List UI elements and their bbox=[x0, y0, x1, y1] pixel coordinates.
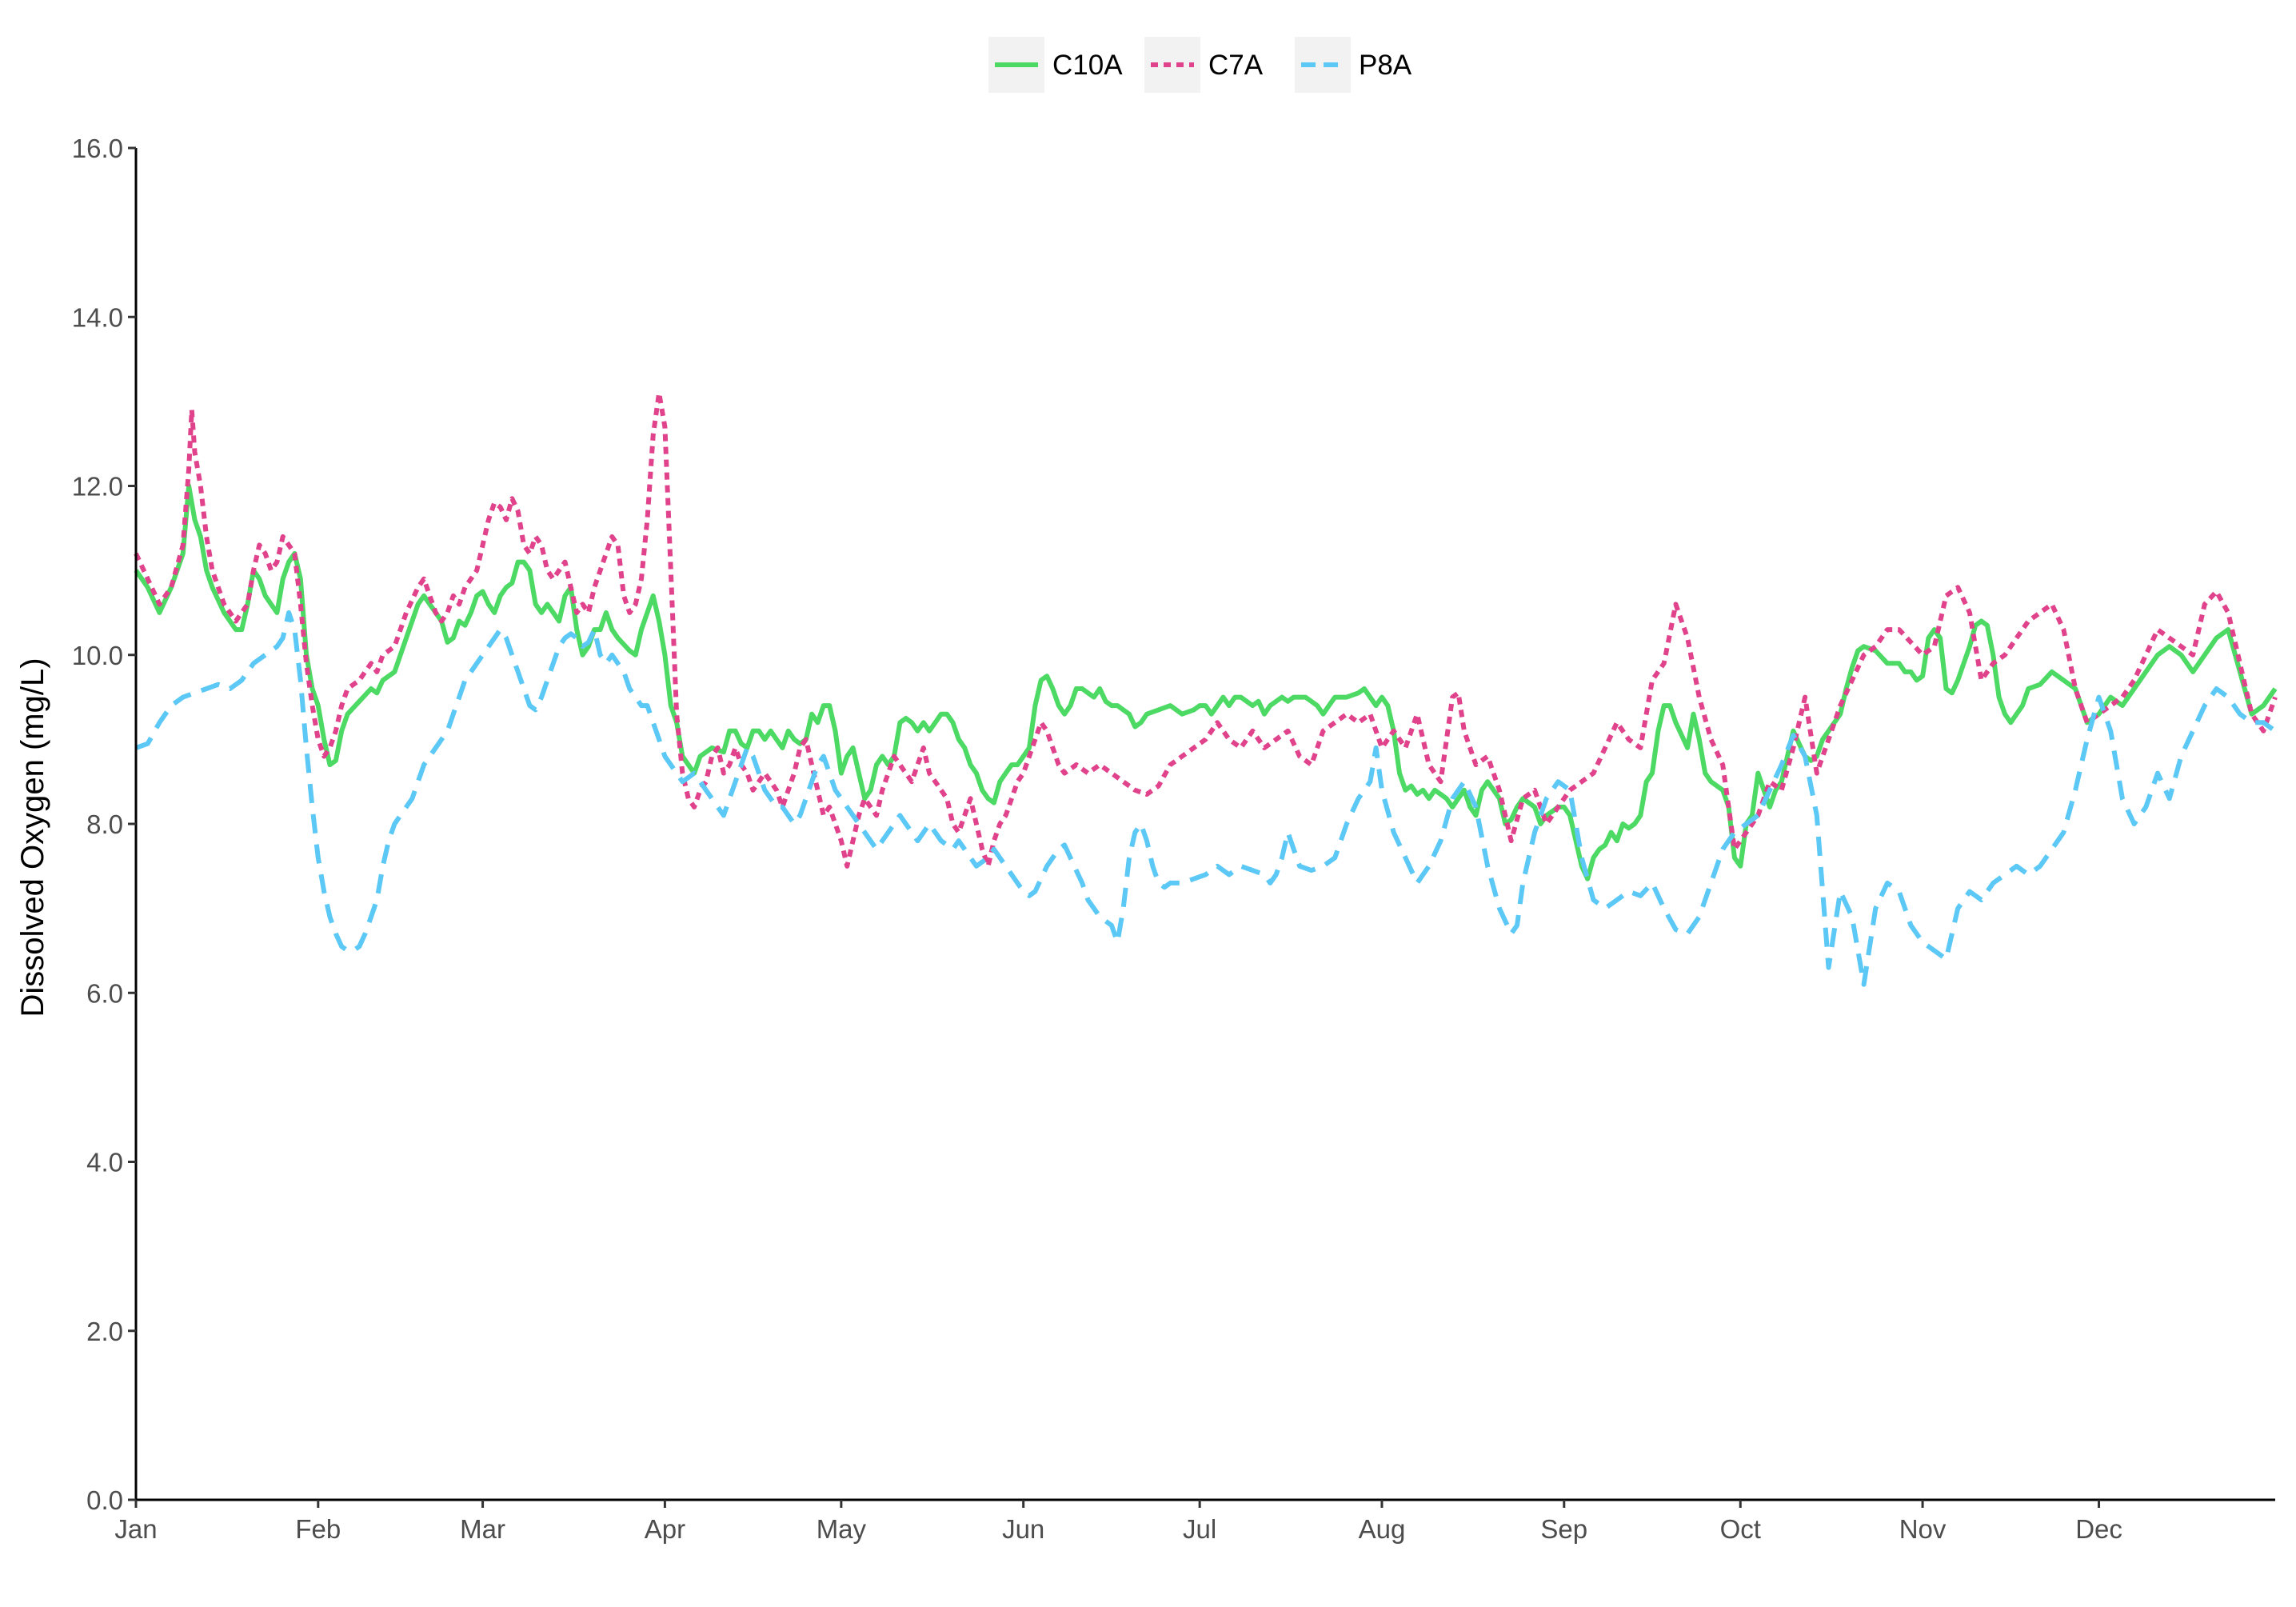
x-tick-label-apr: Apr bbox=[645, 1514, 685, 1544]
y-tick-label: 16.0 bbox=[72, 134, 123, 163]
x-axis: Jan Feb Mar Apr May Jun Jul Aug Sep Oct Nov Dec bbox=[114, 1498, 2275, 1544]
y-tick-label: 4.0 bbox=[86, 1148, 123, 1177]
y-tick-label: 8.0 bbox=[86, 809, 123, 839]
x-tick-label-mar: Mar bbox=[460, 1514, 505, 1544]
legend-label: P8A bbox=[1359, 50, 1412, 81]
legend: C10A C7A P8A bbox=[988, 37, 1412, 93]
y-tick-label: 6.0 bbox=[86, 978, 123, 1008]
x-tick-label-nov: Nov bbox=[1899, 1514, 1947, 1544]
x-tick-label-feb: Feb bbox=[295, 1514, 341, 1544]
legend-item-p8a: P8A bbox=[1295, 37, 1412, 93]
legend-item-c7a: C7A bbox=[1144, 37, 1264, 93]
y-tick-label: 10.0 bbox=[72, 641, 123, 670]
y-axis-title: Dissolved Oxygen (mg/L) bbox=[15, 658, 50, 1017]
y-tick-label: 2.0 bbox=[86, 1317, 123, 1346]
legend-label: C10A bbox=[1052, 50, 1123, 81]
x-tick-label-jun: Jun bbox=[1002, 1514, 1044, 1544]
y-axis: 0.0 2.0 4.0 6.0 8.0 10.0 12.0 14.0 16.0 bbox=[72, 134, 138, 1515]
series-line-p8a bbox=[134, 610, 2277, 987]
legend-label: C7A bbox=[1208, 50, 1264, 81]
x-tick-label-dec: Dec bbox=[2075, 1514, 2122, 1544]
x-tick-label-jan: Jan bbox=[114, 1514, 157, 1544]
y-tick-label: 12.0 bbox=[72, 472, 123, 502]
series-layer bbox=[134, 390, 2278, 987]
x-tick-label-sep: Sep bbox=[1540, 1514, 1587, 1544]
x-tick-label-aug: Aug bbox=[1359, 1514, 1406, 1544]
y-tick-label: 0.0 bbox=[86, 1485, 123, 1515]
x-tick-label-may: May bbox=[817, 1514, 867, 1544]
y-tick-label: 14.0 bbox=[72, 302, 123, 332]
series-line-c7a bbox=[134, 390, 2278, 869]
x-tick-label-jul: Jul bbox=[1183, 1514, 1216, 1544]
series-line-c10a bbox=[134, 483, 2278, 881]
x-tick-label-oct: Oct bbox=[1720, 1514, 1761, 1544]
legend-item-c10a: C10A bbox=[988, 37, 1123, 93]
